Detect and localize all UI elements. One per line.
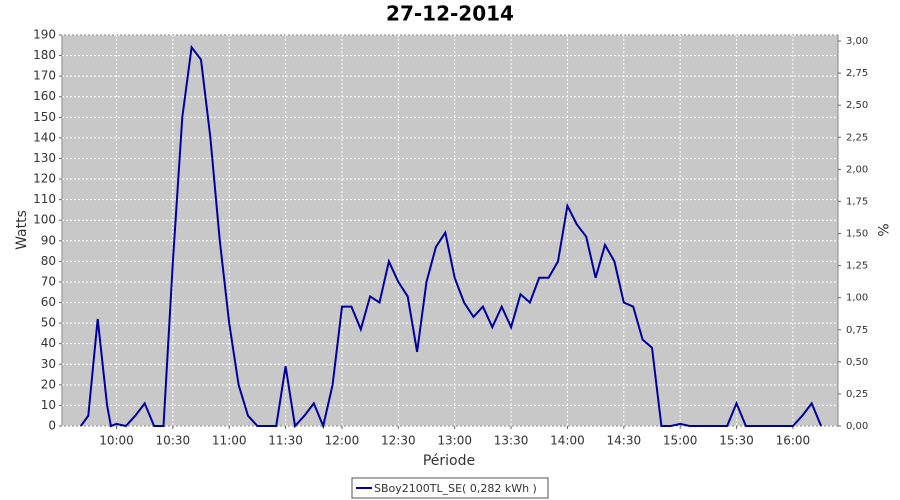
y-tick-label: 20: [41, 377, 56, 391]
x-tick-label: 12:00: [325, 434, 360, 448]
y2-axis-label: %: [874, 223, 890, 236]
x-tick-label: 12:30: [381, 434, 416, 448]
y-tick-label: 70: [41, 274, 56, 288]
y2-tick-label: 1,25: [846, 261, 868, 272]
y-tick-label: 10: [41, 398, 56, 412]
y-tick-label: 170: [33, 69, 56, 83]
x-tick-label: 11:00: [212, 434, 247, 448]
y-tick-label: 90: [41, 233, 56, 247]
y2-tick-label: 0,00: [846, 421, 868, 432]
x-tick-label: 13:00: [437, 434, 472, 448]
y2-tick-label: 0,25: [846, 389, 868, 400]
x-tick-label: 11:30: [268, 434, 303, 448]
y-tick-label: 40: [41, 336, 56, 350]
y2-tick-label: 3,00: [846, 36, 868, 47]
y-tick-label: 180: [33, 48, 56, 62]
y-tick-label: 60: [41, 295, 56, 309]
x-tick-label: 10:30: [156, 434, 191, 448]
y-tick-label: 190: [33, 28, 56, 42]
y2-tick-label: 2,00: [846, 164, 868, 175]
y-tick-label: 30: [41, 357, 56, 371]
y-tick-label: 110: [33, 192, 56, 206]
y-tick-label: 160: [33, 89, 56, 103]
y2-tick-label: 0,75: [846, 325, 868, 336]
x-tick-label: 13:30: [494, 434, 529, 448]
x-tick-label: 16:00: [776, 434, 811, 448]
x-axis-label: Période: [423, 453, 475, 469]
y2-tick-label: 1,50: [846, 229, 868, 240]
x-tick-label: 14:00: [550, 434, 585, 448]
y2-tick-label: 1,75: [846, 196, 868, 207]
y-tick-label: 120: [33, 172, 56, 186]
x-tick-label: 15:30: [719, 434, 754, 448]
x-tick-label: 14:30: [607, 434, 642, 448]
y2-tick-label: 1,00: [846, 293, 868, 304]
y2-tick-label: 2,50: [846, 100, 868, 111]
y-tick-label: 140: [33, 130, 56, 144]
y-tick-label: 0: [48, 419, 56, 433]
chart-title: 27-12-2014: [386, 2, 514, 26]
y-axis-label: Watts: [14, 210, 30, 250]
legend-label: SBoy2100TL_SE( 0,282 kWh ): [374, 482, 537, 495]
y-tick-label: 130: [33, 151, 56, 165]
y2-tick-label: 2,25: [846, 132, 868, 143]
legend: [351, 477, 549, 499]
y-tick-label: 50: [41, 316, 56, 330]
y-tick-label: 80: [41, 254, 56, 268]
x-tick-label: 15:00: [663, 434, 698, 448]
y-tick-label: 150: [33, 110, 56, 124]
y2-tick-label: 2,75: [846, 68, 868, 79]
plot-area: [61, 34, 839, 427]
series-line: [79, 44, 823, 430]
y-tick-label: 100: [33, 213, 56, 227]
y2-tick-label: 0,50: [846, 357, 868, 368]
x-tick-label: 10:00: [99, 434, 134, 448]
